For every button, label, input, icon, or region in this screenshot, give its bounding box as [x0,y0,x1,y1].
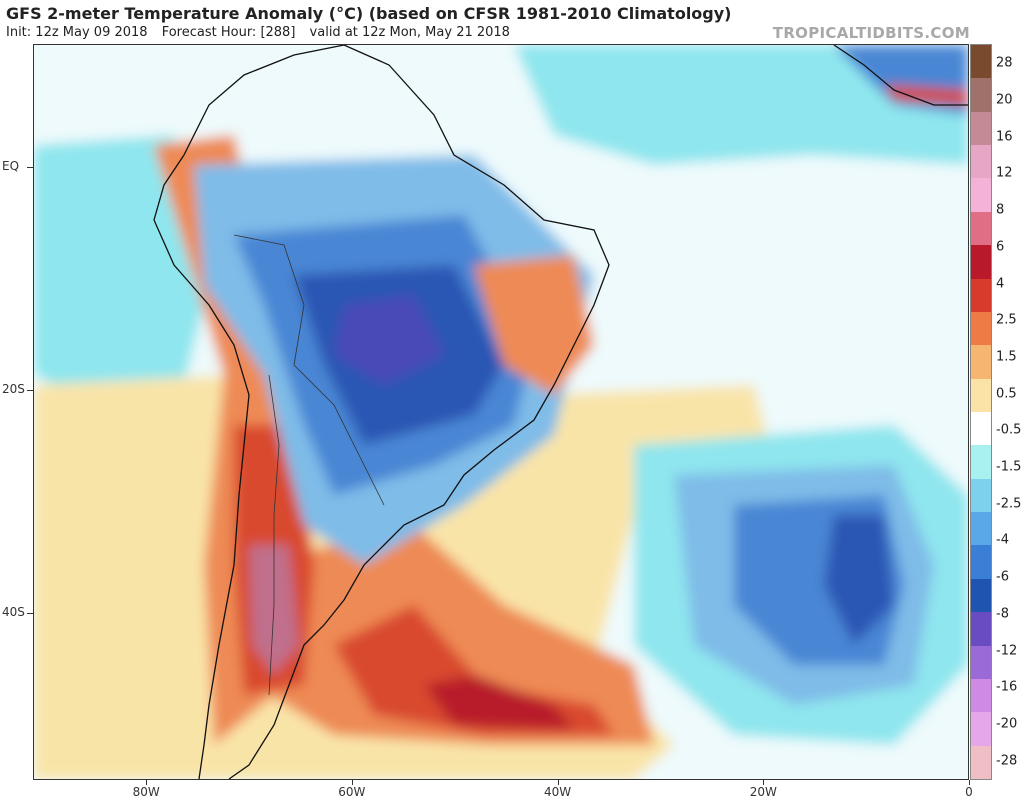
anomaly-map-canvas [34,45,968,779]
colorbar-label: -20 [996,716,1018,732]
anomaly-brazil-core [334,295,444,385]
lon-tick [557,780,559,785]
anomaly-warm-south-pacific [34,375,244,779]
colorbar-swatch [971,445,991,480]
anomaly-northeast-brazil-warm [474,255,594,395]
colorbar-label: -1.5 [996,459,1022,475]
colorbar-label: -12 [996,643,1018,659]
lat-label: EQ [2,158,20,173]
colorbar-label: 2.5 [996,312,1017,328]
colorbar-swatch [971,245,991,280]
colorbar-swatch [971,745,991,780]
map-subtitle: Init: 12z May 09 2018 Forecast Hour: [28… [6,25,510,40]
colorbar-swatch [971,145,991,179]
colorbar-label: 20 [996,92,1013,108]
colorbar-label: -28 [996,753,1018,769]
colorbar-swatch [971,712,991,747]
colorbar-swatch [971,311,991,346]
valid-time: valid at 12z Mon, May 21 2018 [309,25,510,40]
lon-label: 60W [338,785,366,799]
lon-tick [763,780,765,785]
lat-tick [27,612,33,614]
lat-label: 40S [2,604,25,619]
anomaly-south-atlantic-deep [824,515,894,645]
colorbar-swatch [971,578,991,613]
colorbar-swatch [971,178,991,213]
lon-label: 20W [749,785,777,799]
lon-label: 40W [543,785,572,799]
colorbar-label: 1.5 [996,349,1017,365]
colorbar-swatch [971,111,991,146]
lon-tick [351,780,353,785]
colorbar-label: 28 [996,55,1013,71]
colorbar-label: -6 [996,569,1009,585]
colorbar-label: -4 [996,532,1009,548]
brand-watermark: TROPICALTIDBITS.COM [772,24,970,42]
colorbar-label: 8 [996,202,1005,218]
colorbar-label: -16 [996,679,1018,695]
lon-tick [969,780,970,785]
colorbar-swatch [971,78,991,113]
anomaly-cool-east-pacific [34,135,214,405]
lat-tick [27,389,33,391]
border-brazil-west [233,234,385,506]
south-america-coastline [183,45,610,779]
anomaly-cool-north-atlantic [514,45,968,165]
colorbar-label: -2.5 [996,496,1022,512]
colorbar-swatch [971,645,991,680]
colorbar-swatch [971,612,991,647]
anomaly-west-africa-warm [884,85,968,105]
colorbar-swatch [971,45,991,79]
colorbar-swatch [971,345,991,380]
south-america-west-coast [153,154,250,779]
colorbar [970,44,992,780]
colorbar-swatch [971,678,991,713]
border-argentina-chile [268,374,280,696]
colorbar-label: -8 [996,606,1009,622]
coastlines [153,45,968,779]
colorbar-label: 16 [996,129,1013,145]
colorbar-swatch [971,278,991,313]
lat-label: 20S [2,381,25,396]
init-time: Init: 12z May 09 2018 [6,25,148,40]
anomaly-warm-band [254,525,654,745]
colorbar-label: 0.5 [996,386,1017,402]
map-title: GFS 2-meter Temperature Anomaly (°C) (ba… [6,4,732,23]
anomaly-hot-core [424,675,574,730]
colorbar-label: 12 [996,165,1013,181]
lon-tick [146,780,148,785]
colorbar-label: 6 [996,239,1005,255]
colorbar-swatch [971,378,991,413]
country-borders [233,234,385,696]
lon-label: 0 [965,785,973,799]
colorbar-swatch [971,545,991,580]
colorbar-label: 4 [996,276,1005,292]
anomaly-map [33,44,969,780]
lat-tick [27,166,33,168]
colorbar-swatch [971,512,991,546]
colorbar-swatch [971,211,991,246]
forecast-hour: Forecast Hour: [288] [161,25,296,40]
colorbar-swatch [971,412,991,446]
colorbar-label: -0.5 [996,422,1022,438]
africa-coastline [833,45,968,106]
colorbar-swatch [971,478,991,513]
lon-label: 80W [132,785,160,799]
